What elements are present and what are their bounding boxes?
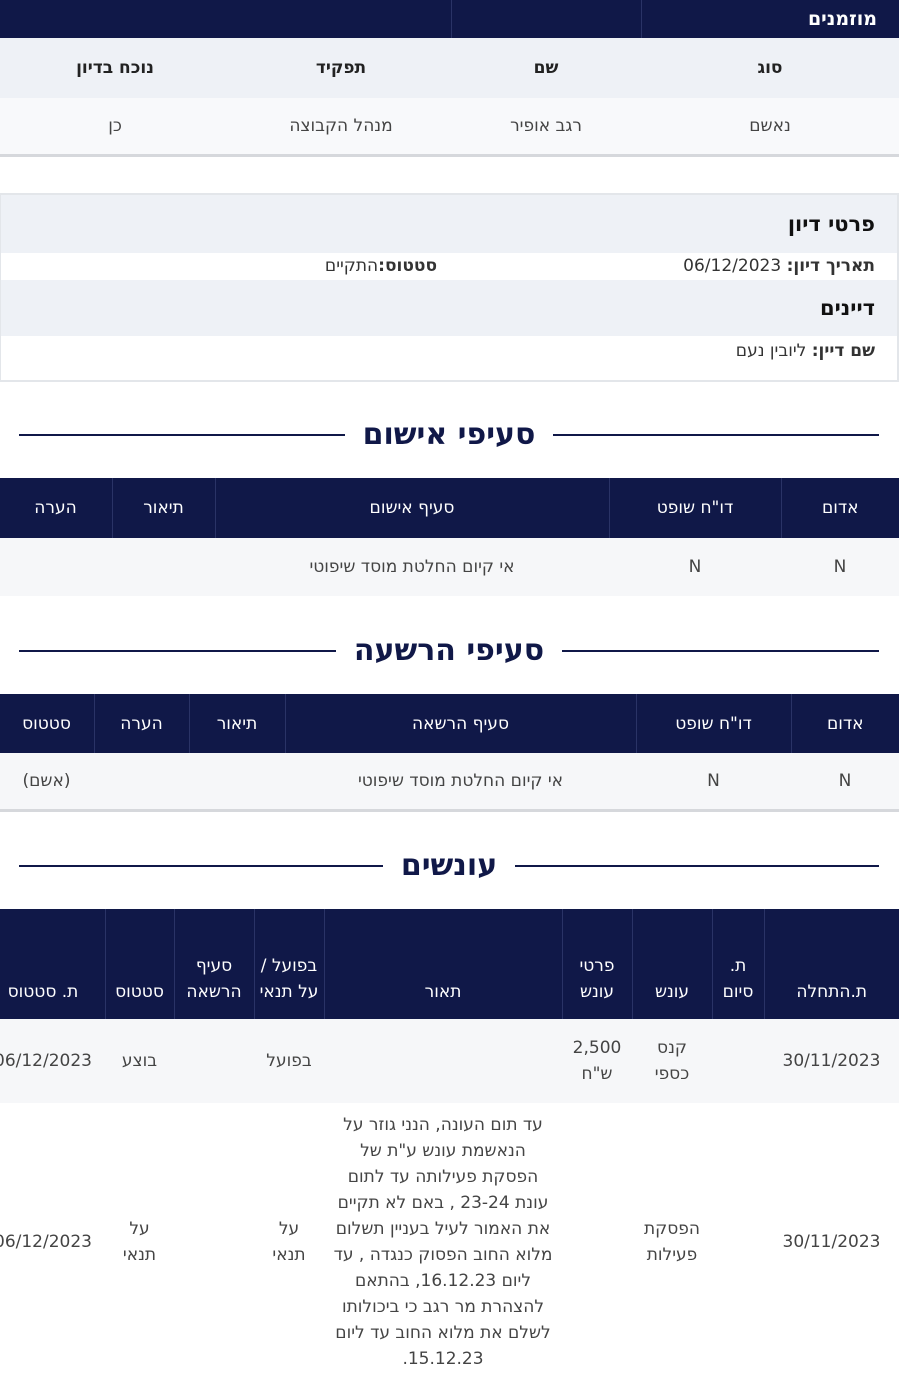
cell xyxy=(713,1103,765,1381)
cell xyxy=(325,1019,563,1103)
hearing-date: 06/12/2023 xyxy=(684,256,783,276)
col-header: סטטוס xyxy=(105,909,175,1019)
table-row: N N אי קיום החלטת מוסד שיפוטי xyxy=(0,538,900,596)
section-title: סעיפי אישום xyxy=(363,417,537,452)
punishments-table: ת.התחלה ת. סיום עונש פרטי עונש תאור בפועל / ע… xyxy=(0,909,900,1381)
hearing-status: התקיים xyxy=(325,256,380,276)
cell: כן xyxy=(0,98,232,157)
cell: 06/12/2023 xyxy=(0,1019,106,1103)
col-header: סעיף הרשאה xyxy=(285,694,637,753)
cell: N xyxy=(610,538,782,596)
section-title: סעיפי הרשעה xyxy=(354,633,546,668)
col-header: ת.התחלה xyxy=(764,909,900,1019)
cell: N xyxy=(782,538,900,596)
cell: מנהל הקבוצה xyxy=(232,98,452,157)
cell: הפסקת פעילות xyxy=(633,1103,713,1381)
cell: עד תום העונה, הנני גוזר על הנאשמת עונש ע… xyxy=(325,1103,563,1381)
convictions-heading: סעיפי הרשעה xyxy=(19,633,880,668)
status-label: סטטוס: xyxy=(379,256,438,276)
col-header: סטטוס xyxy=(0,694,95,753)
cell: N xyxy=(792,753,900,810)
table-row: N N אי קיום החלטת מוסד שיפוטי (אשם) xyxy=(0,753,900,810)
col-header: ת. סטטוס xyxy=(0,909,106,1019)
col-header: נוכח בדיון xyxy=(0,38,232,98)
charges-table: אדום דו"ח שופט סעיף אישום תיאור הערה N N אי קי… xyxy=(0,478,900,596)
col-header: תפקיד xyxy=(232,38,452,98)
cell xyxy=(175,1019,255,1103)
cell: על תנאי xyxy=(255,1103,325,1381)
cell xyxy=(0,538,113,596)
cell: 06/12/2023 xyxy=(0,1103,106,1381)
col-header: תאור xyxy=(324,909,563,1019)
col-header: תיאור xyxy=(189,694,286,753)
cell: N xyxy=(637,753,792,810)
punishments-heading: עונשים xyxy=(20,848,880,883)
date-label: תאריך דיון: xyxy=(787,256,876,276)
col-header: ת. סיום xyxy=(712,909,765,1019)
cell xyxy=(175,1103,255,1381)
col-header: אדום xyxy=(781,478,900,538)
cell xyxy=(713,1019,765,1103)
cell: אי קיום החלטת מוסד שיפוטי xyxy=(216,538,610,596)
cell: בפועל xyxy=(255,1019,325,1103)
col-header: דו"ח שופט xyxy=(609,478,782,538)
col-header: אדום xyxy=(791,694,900,753)
cell: 2,500 ש"ח xyxy=(563,1019,633,1103)
charges-heading: סעיפי אישום xyxy=(19,417,880,452)
table-row: נאשם רגב אופיר מנהל הקבוצה כן xyxy=(0,98,900,157)
cell: קנס כספי xyxy=(633,1019,713,1103)
col-header: בפועל / על תנאי xyxy=(254,909,325,1019)
col-header: שם xyxy=(452,38,642,98)
header-cell xyxy=(0,0,452,38)
cell xyxy=(563,1103,633,1381)
judge-label: שם דיין: xyxy=(812,341,876,361)
section-title: עונשים xyxy=(401,848,499,883)
hearing-details: פרטי דיון תאריך דיון: 06/12/2023 סטטוס:הת… xyxy=(0,193,900,382)
cell: נאשם xyxy=(642,98,900,157)
table-row: 30/11/2023 קנס כספי 2,500 ש"ח בפועל בוצע 06/1… xyxy=(0,1019,900,1103)
col-header: תיאור xyxy=(112,478,216,538)
cell: בוצע xyxy=(106,1019,175,1103)
header-cell xyxy=(451,0,642,38)
judges-title: דיינים xyxy=(2,280,898,336)
col-header: דו"ח שופט xyxy=(636,694,792,753)
col-header: סוג xyxy=(642,38,900,98)
cell: אי קיום החלטת מוסד שיפוטי xyxy=(286,753,637,810)
hearing-title: פרטי דיון xyxy=(2,195,898,253)
invited-table: מוזמנים סוג שם תפקיד נוכח בדיון נאשם רגב אופ… xyxy=(0,0,900,157)
cell: 30/11/2023 xyxy=(765,1103,900,1381)
col-header: פרטי עונש xyxy=(562,909,633,1019)
table-row: 30/11/2023 הפסקת פעילות עד תום העונה, הנני… xyxy=(0,1103,900,1381)
cell xyxy=(95,753,190,810)
cell: על תנאי xyxy=(106,1103,175,1381)
cell: (אשם) xyxy=(0,753,95,810)
judge-name: ליובין נעם xyxy=(736,341,808,361)
cell: רגב אופיר xyxy=(452,98,642,157)
col-header: סעיף אישום xyxy=(215,478,610,538)
col-header: סעיף הרשאה xyxy=(174,909,255,1019)
col-header: הערה xyxy=(94,694,190,753)
col-header: הערה xyxy=(0,478,113,538)
cell: 30/11/2023 xyxy=(765,1019,900,1103)
cell xyxy=(190,753,286,810)
col-header: עונש xyxy=(632,909,713,1019)
invited-title: מוזמנים xyxy=(641,0,900,38)
cell xyxy=(113,538,216,596)
